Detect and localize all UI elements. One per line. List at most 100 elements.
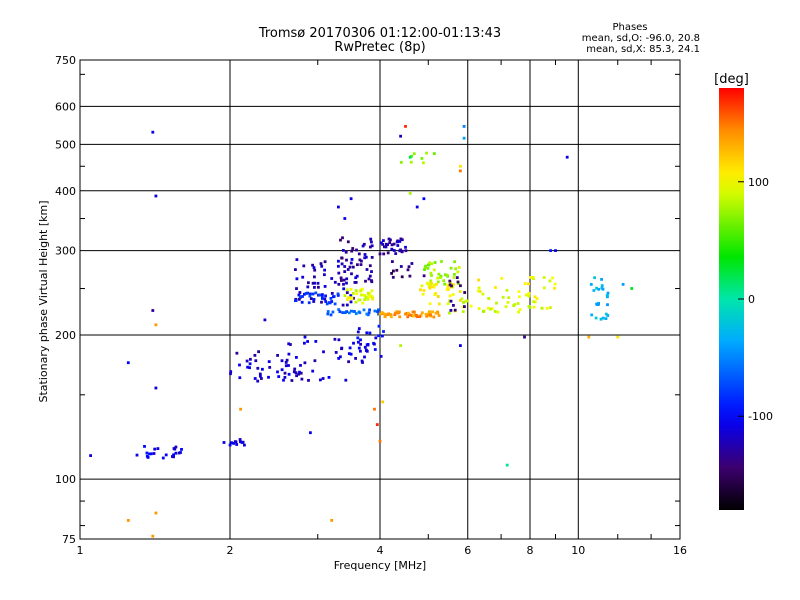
data-point	[453, 308, 457, 312]
data-point	[172, 453, 175, 457]
data-point	[396, 244, 400, 247]
data-point	[455, 276, 459, 279]
data-point	[439, 274, 443, 278]
data-point	[594, 316, 598, 320]
data-point	[358, 311, 362, 315]
data-point	[438, 276, 442, 280]
data-point	[456, 280, 460, 284]
data-point	[327, 301, 331, 304]
data-point	[235, 443, 239, 446]
data-point	[410, 262, 414, 265]
data-point	[249, 357, 252, 361]
data-point	[395, 310, 399, 313]
data-point	[260, 377, 263, 380]
data-point	[374, 336, 378, 340]
data-point	[349, 309, 353, 313]
data-point	[340, 262, 344, 266]
colorbar-tick-label: -100	[748, 410, 773, 423]
data-point	[528, 306, 532, 309]
data-point	[154, 386, 158, 390]
data-point	[294, 299, 297, 302]
data-point	[345, 303, 349, 307]
data-point	[172, 455, 175, 459]
data-point	[601, 316, 605, 320]
data-point	[283, 371, 287, 375]
data-point	[518, 308, 522, 311]
data-point	[432, 268, 436, 272]
data-point	[406, 315, 410, 319]
data-point	[363, 253, 367, 256]
data-point	[306, 291, 309, 295]
data-point	[363, 355, 366, 359]
data-point	[365, 331, 369, 335]
data-point	[287, 342, 291, 346]
data-point	[349, 352, 353, 356]
data-point	[356, 263, 359, 267]
x-tick-label: 8	[527, 544, 534, 557]
y-tick-label: 200	[55, 329, 76, 342]
data-point	[312, 298, 316, 301]
data-point	[427, 312, 431, 315]
data-point	[350, 258, 354, 261]
data-point	[429, 279, 433, 283]
data-point	[297, 372, 301, 376]
data-point	[319, 378, 322, 382]
data-point	[459, 164, 462, 168]
data-point	[422, 197, 426, 201]
data-point	[513, 303, 517, 306]
data-point	[378, 312, 382, 316]
data-point	[340, 279, 343, 282]
data-point	[359, 293, 363, 297]
x-tick-label: 6	[464, 544, 471, 557]
data-point	[431, 310, 435, 314]
data-point	[345, 258, 348, 262]
data-point	[333, 302, 337, 306]
data-point	[399, 344, 402, 347]
data-point	[553, 282, 557, 286]
stats-o-mode: mean, sd,O: -96.0, 20.8	[581, 33, 700, 44]
data-point	[287, 364, 290, 367]
data-point	[308, 294, 312, 298]
data-point	[311, 369, 315, 373]
data-point	[342, 282, 345, 286]
data-point	[381, 334, 384, 338]
data-point	[452, 276, 456, 279]
data-point	[368, 308, 371, 312]
data-point	[477, 286, 481, 290]
data-point	[302, 264, 306, 268]
x-tick-label: 4	[377, 544, 384, 557]
data-point	[532, 300, 536, 304]
data-point	[516, 302, 520, 305]
data-point	[458, 290, 462, 293]
data-point	[517, 310, 520, 314]
data-point	[248, 362, 252, 366]
data-point	[394, 252, 398, 255]
data-point	[357, 252, 361, 256]
data-point	[377, 334, 380, 338]
data-point	[295, 374, 298, 378]
data-point	[524, 293, 528, 297]
data-point	[368, 274, 372, 278]
data-point	[354, 289, 358, 292]
data-point	[306, 285, 310, 289]
data-point	[294, 371, 298, 375]
data-point	[347, 360, 350, 364]
data-point	[390, 272, 393, 275]
data-point	[430, 262, 434, 266]
data-point	[359, 338, 362, 342]
data-point	[312, 266, 316, 269]
data-point	[407, 313, 411, 317]
data-point	[464, 299, 468, 303]
data-point	[433, 261, 437, 264]
data-point	[145, 451, 149, 455]
data-point	[229, 372, 232, 376]
data-point	[303, 341, 306, 345]
data-point	[404, 125, 407, 128]
data-point	[459, 284, 462, 288]
data-point	[356, 336, 360, 340]
data-point	[436, 280, 440, 284]
data-point	[404, 245, 407, 249]
data-point	[424, 264, 427, 268]
data-point	[364, 255, 368, 259]
data-point	[363, 256, 367, 260]
